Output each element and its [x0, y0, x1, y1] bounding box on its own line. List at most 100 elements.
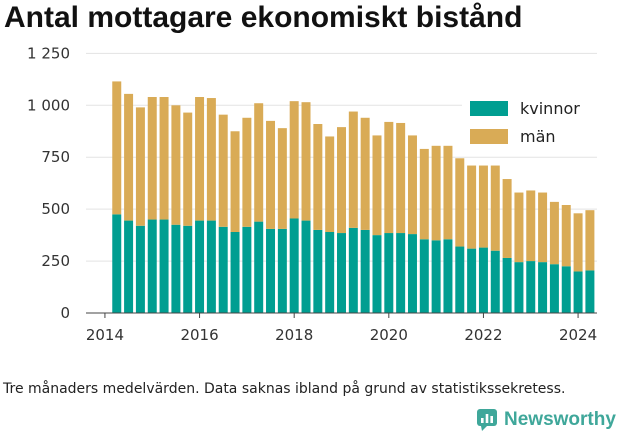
bar-män	[301, 102, 311, 221]
bar-kvinnor	[277, 228, 287, 313]
bar-kvinnor	[384, 233, 394, 313]
bar-män	[147, 97, 157, 220]
bar-män	[230, 131, 240, 232]
bar-män	[407, 135, 417, 235]
bar-män	[124, 93, 134, 221]
x-tick-label: 2018	[275, 326, 313, 344]
legend-swatch	[470, 101, 508, 116]
bar-män	[112, 81, 122, 215]
x-tick-label: 2016	[180, 326, 218, 344]
bar-kvinnor	[372, 235, 382, 313]
bar-kvinnor	[514, 262, 524, 313]
bar-kvinnor	[396, 233, 406, 313]
bar-kvinnor	[348, 227, 358, 313]
bar-män	[159, 97, 169, 220]
bar-kvinnor	[325, 232, 335, 313]
bar-kvinnor	[573, 271, 583, 313]
bar-män	[526, 190, 536, 262]
bar-män	[467, 165, 477, 249]
legend-label: kvinnor	[520, 99, 580, 118]
bar-kvinnor	[124, 220, 134, 313]
bar-män	[254, 103, 264, 222]
bar-kvinnor	[112, 214, 122, 313]
bar-män	[502, 179, 512, 258]
bar-kvinnor	[147, 219, 157, 313]
legend-swatch	[470, 129, 508, 144]
y-tick-label: 250	[41, 252, 70, 270]
bar-kvinnor	[502, 257, 512, 313]
y-tick-label: 750	[41, 148, 70, 166]
bar-män	[195, 97, 205, 221]
bar-män	[325, 136, 335, 232]
x-tick-label: 2022	[464, 326, 502, 344]
bar-män	[183, 112, 193, 226]
bar-män	[443, 145, 453, 240]
bar-kvinnor	[135, 225, 145, 313]
bar-kvinnor	[206, 220, 216, 313]
y-tick-label: 0	[60, 304, 70, 322]
bar-kvinnor	[254, 221, 264, 313]
bar-chart-logo-icon	[477, 409, 497, 431]
bar-kvinnor	[183, 225, 193, 313]
bar-män	[266, 120, 276, 229]
bar-kvinnor	[289, 218, 299, 313]
bar-män	[490, 165, 500, 251]
legend-label: män	[520, 127, 556, 146]
x-tick-labels: 2014 2016 2018 2020 2022 2024	[86, 313, 597, 344]
bar-kvinnor	[549, 264, 559, 313]
chart-title: Antal mottagare ekonomiskt bistånd	[4, 1, 523, 34]
bar-kvinnor	[230, 232, 240, 313]
bar-män	[478, 165, 488, 248]
bar-kvinnor	[538, 262, 548, 313]
bar-män	[585, 210, 595, 271]
bar-kvinnor	[455, 246, 465, 313]
bar-män	[514, 192, 524, 263]
bar-män	[372, 135, 382, 236]
bars	[112, 81, 595, 313]
bar-män	[419, 148, 429, 240]
bar-män	[337, 127, 346, 234]
y-tick-label: 1 250	[27, 44, 70, 62]
bar-män	[431, 145, 441, 241]
bar-män	[348, 111, 358, 228]
bar-kvinnor	[431, 240, 441, 313]
bar-kvinnor	[561, 266, 571, 313]
bar-kvinnor	[478, 247, 488, 313]
bar-män	[573, 213, 583, 272]
legend: kvinnor män	[462, 92, 597, 154]
bar-kvinnor	[585, 270, 595, 313]
y-tick-labels: 0 250 500 750 1 000 1 250	[27, 44, 70, 322]
brand-logo: Newsworthy	[476, 408, 616, 432]
y-tick-label: 1 000	[27, 96, 70, 114]
bar-män	[242, 117, 252, 227]
bar-män	[218, 114, 228, 227]
bar-män	[313, 124, 323, 230]
x-tick-label: 2024	[559, 326, 597, 344]
bar-kvinnor	[301, 220, 311, 313]
stacked-bar-chart: 0 250 500 750 1 000 1 250 2014 2016 2018 2020 202…	[27, 44, 597, 344]
bar-män	[360, 117, 370, 230]
bar-kvinnor	[360, 229, 370, 313]
bar-kvinnor	[526, 261, 536, 313]
bar-kvinnor	[419, 239, 429, 313]
bar-män	[549, 201, 559, 265]
bar-män	[396, 122, 406, 234]
x-tick-label: 2020	[370, 326, 408, 344]
y-tick-label: 500	[41, 200, 70, 218]
bar-män	[135, 107, 145, 226]
bar-kvinnor	[337, 233, 346, 313]
bar-kvinnor	[195, 220, 205, 313]
bar-kvinnor	[159, 219, 169, 313]
bar-män	[206, 98, 216, 221]
bar-kvinnor	[218, 226, 228, 313]
bar-kvinnor	[242, 226, 252, 313]
footnote: Tre månaders medelvärden. Data saknas ib…	[3, 381, 566, 397]
bar-kvinnor	[490, 250, 500, 313]
bar-män	[171, 105, 181, 225]
bar-män	[538, 192, 548, 263]
x-tick-label: 2014	[86, 326, 124, 344]
bar-kvinnor	[443, 239, 453, 313]
bar-män	[289, 101, 299, 219]
bar-kvinnor	[171, 224, 181, 313]
bar-kvinnor	[266, 228, 276, 313]
